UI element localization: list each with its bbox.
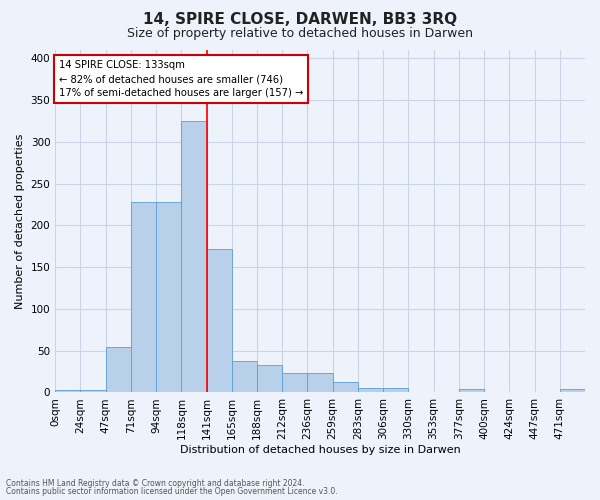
Text: Contains public sector information licensed under the Open Government Licence v3: Contains public sector information licen…	[6, 487, 338, 496]
Bar	[206, 249, 232, 392]
Bar	[156, 202, 181, 392]
Text: Size of property relative to detached houses in Darwen: Size of property relative to detached ho…	[127, 28, 473, 40]
Text: 14 SPIRE CLOSE: 133sqm
← 82% of detached houses are smaller (746)
17% of semi-de: 14 SPIRE CLOSE: 133sqm ← 82% of detached…	[59, 60, 304, 98]
Bar	[257, 365, 282, 392]
Text: Contains HM Land Registry data © Crown copyright and database right 2024.: Contains HM Land Registry data © Crown c…	[6, 478, 305, 488]
Bar	[282, 373, 307, 392]
Bar	[80, 390, 106, 392]
Y-axis label: Number of detached properties: Number of detached properties	[15, 134, 25, 309]
Bar	[307, 373, 332, 392]
Bar	[232, 360, 257, 392]
Bar	[332, 382, 358, 392]
Bar	[459, 389, 484, 392]
Bar	[131, 202, 156, 392]
Text: 14, SPIRE CLOSE, DARWEN, BB3 3RQ: 14, SPIRE CLOSE, DARWEN, BB3 3RQ	[143, 12, 457, 28]
Bar	[55, 390, 80, 392]
Bar	[383, 388, 409, 392]
Bar	[358, 388, 383, 392]
Bar	[181, 121, 206, 392]
Bar	[560, 389, 585, 392]
Bar	[106, 346, 131, 393]
X-axis label: Distribution of detached houses by size in Darwen: Distribution of detached houses by size …	[180, 445, 460, 455]
